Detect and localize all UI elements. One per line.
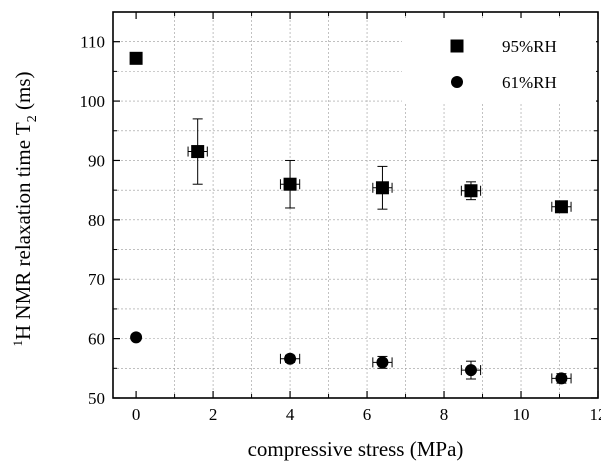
legend-marker-95-rh — [450, 39, 464, 53]
x-tick-label: 0 — [132, 405, 141, 424]
y-axis-title-unit: (ms) — [11, 72, 35, 116]
y-axis-title-superscript: 1 — [10, 340, 25, 347]
legend-label-61-rh: 61%RH — [502, 73, 557, 92]
legend-marker-61-rh — [451, 76, 463, 88]
data-point-95-rh — [129, 51, 143, 65]
legend-box — [402, 18, 596, 104]
y-tick-label: 110 — [80, 33, 105, 52]
x-tick-label: 8 — [440, 405, 449, 424]
y-tick-label: 70 — [88, 270, 105, 289]
x-tick-label: 10 — [513, 405, 530, 424]
y-tick-label: 80 — [88, 211, 105, 230]
data-point-95-rh — [283, 177, 297, 191]
x-tick-label: 2 — [209, 405, 218, 424]
legend-label-95-rh: 95%RH — [502, 37, 557, 56]
data-point-95-rh — [191, 145, 205, 159]
data-point-61-rh — [464, 364, 477, 377]
y-tick-label: 90 — [88, 151, 105, 170]
data-point-95-rh — [464, 184, 478, 198]
x-tick-label: 6 — [363, 405, 372, 424]
data-points — [129, 51, 572, 385]
y-tick-label: 60 — [88, 330, 105, 349]
data-point-61-rh — [284, 352, 297, 365]
y-tick-label: 100 — [80, 92, 106, 111]
x-tick-label: 4 — [286, 405, 295, 424]
plot-area-frame — [112, 11, 599, 399]
data-point-95-rh — [554, 200, 568, 214]
y-tick-label: 50 — [88, 389, 105, 408]
legend: 95%RH 61%RH — [402, 18, 596, 104]
y-axis-title: 1H NMR relaxation time T2 (ms) — [10, 72, 40, 347]
y-axis-title-subscript: 2 — [25, 115, 40, 122]
axis-ticks: 0 2 4 6 8 10 12 50 60 70 80 90 100 110 — [80, 12, 601, 424]
data-point-61-rh — [555, 372, 568, 385]
data-point-61-rh — [130, 331, 143, 344]
data-point-61-rh — [376, 356, 389, 369]
data-point-95-rh — [375, 181, 389, 195]
x-axis-title: compressive stress (MPa) — [248, 437, 464, 461]
y-axis-title-main: H NMR relaxation time T — [11, 122, 35, 340]
x-tick-label: 12 — [590, 405, 601, 424]
